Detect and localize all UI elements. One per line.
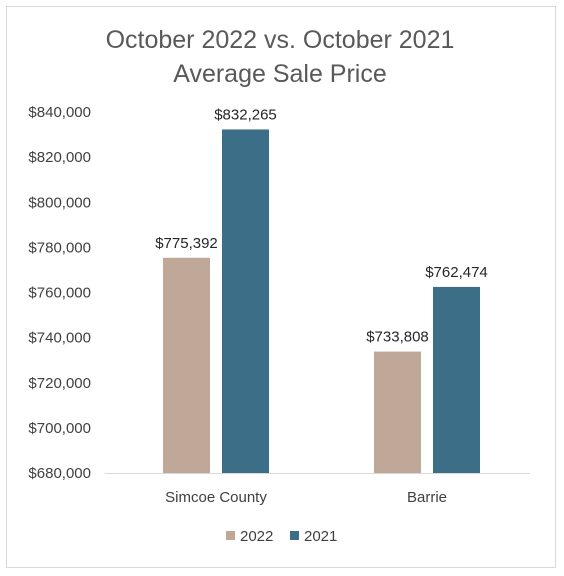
category-label: Barrie	[407, 489, 447, 506]
legend-swatch-2021	[290, 531, 299, 540]
data-label: $762,474	[425, 264, 488, 281]
y-tick-label: $800,000	[28, 194, 91, 211]
category-label: Simcoe County	[165, 489, 267, 506]
data-label: $775,392	[155, 235, 218, 252]
y-axis-labels: $680,000 $700,000 $720,000 $740,000 $760,000…	[28, 104, 91, 482]
legend-swatch-2022	[226, 531, 235, 540]
bar-2021-barrie	[433, 286, 480, 473]
bar-2021-simcoe-county	[222, 129, 269, 473]
y-tick-label: $740,000	[28, 330, 91, 347]
y-tick-label: $760,000	[28, 285, 91, 302]
y-tick-label: $680,000	[28, 465, 91, 482]
data-labels: $775,392 $832,265 $733,808 $762,474	[155, 106, 488, 345]
bar-2022-barrie	[374, 351, 421, 473]
legend-label-2022: 2022	[240, 528, 273, 545]
bars	[163, 129, 480, 473]
data-label: $832,265	[214, 106, 277, 123]
legend-label-2021: 2021	[304, 528, 337, 545]
y-tick-label: $720,000	[28, 375, 91, 392]
legend: 2022 2021	[226, 528, 337, 545]
data-label: $733,808	[366, 329, 429, 346]
y-tick-label: $840,000	[28, 104, 91, 121]
y-tick-label: $780,000	[28, 239, 91, 256]
y-tick-label: $820,000	[28, 149, 91, 166]
bar-2022-simcoe-county	[163, 257, 210, 473]
category-labels: Simcoe County Barrie	[165, 489, 447, 506]
chart-title-line-2: Average Sale Price	[173, 60, 387, 88]
chart-title-line-1: October 2022 vs. October 2021	[106, 26, 455, 54]
y-tick-label: $700,000	[28, 420, 91, 437]
